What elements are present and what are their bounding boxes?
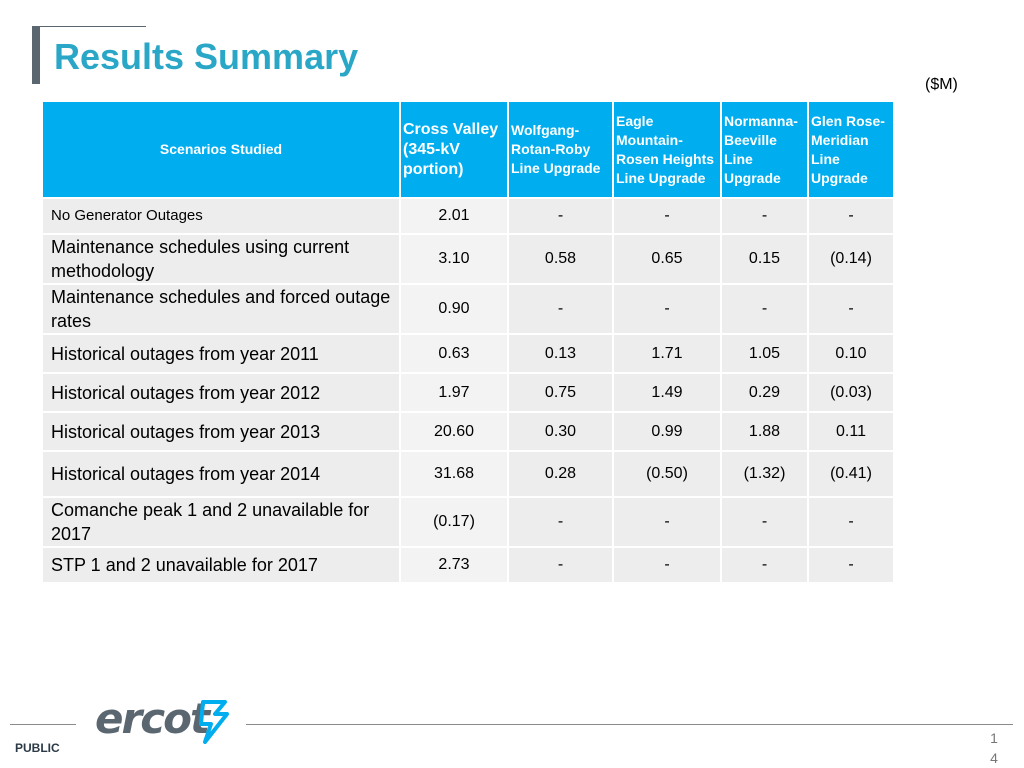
table-cell: 0.99 bbox=[613, 411, 722, 451]
column-header-eagle-mountain: Eagle Mountain-Rosen Heights Line Upgrad… bbox=[613, 102, 722, 198]
table-cell: - bbox=[721, 496, 809, 547]
table-row: STP 1 and 2 unavailable for 2017 2.73 - … bbox=[43, 546, 895, 582]
table-row: Historical outages from year 2014 31.68 … bbox=[43, 450, 895, 497]
table-cell: - bbox=[613, 546, 722, 582]
row-label: STP 1 and 2 unavailable for 2017 bbox=[43, 546, 401, 582]
table-cell: 0.13 bbox=[508, 333, 614, 373]
table-cell: 0.29 bbox=[721, 372, 809, 412]
table-cell: - bbox=[508, 283, 614, 334]
table-cell: 1.71 bbox=[613, 333, 722, 373]
table-cell: 2.73 bbox=[400, 546, 509, 582]
table-cell: (1.32) bbox=[721, 450, 809, 497]
table-cell: - bbox=[613, 283, 722, 334]
row-label: Historical outages from year 2011 bbox=[43, 333, 401, 373]
table-cell: - bbox=[613, 197, 722, 234]
page-title: Results Summary bbox=[54, 36, 359, 77]
page-number: 14 bbox=[990, 730, 998, 766]
table-cell: 20.60 bbox=[400, 411, 509, 451]
results-table: Scenarios Studied Cross Valley (345-kV p… bbox=[43, 102, 895, 582]
column-header-cross-valley: Cross Valley (345-kV portion) bbox=[400, 102, 509, 198]
row-label: Comanche peak 1 and 2 unavailable for 20… bbox=[43, 496, 401, 547]
footer-divider-right bbox=[246, 724, 1013, 725]
table-cell: 31.68 bbox=[400, 450, 509, 497]
table-row: Historical outages from year 2011 0.63 0… bbox=[43, 333, 895, 373]
table-cell: - bbox=[808, 197, 895, 234]
unit-label: ($M) bbox=[925, 76, 958, 93]
title-accent-line bbox=[40, 26, 146, 27]
table-cell: 1.97 bbox=[400, 372, 509, 412]
row-label: No Generator Outages bbox=[43, 197, 401, 234]
column-header-normanna: Normanna-Beeville Line Upgrade bbox=[721, 102, 809, 198]
table-cell: - bbox=[508, 197, 614, 234]
table-cell: 2.01 bbox=[400, 197, 509, 234]
table-cell: (0.03) bbox=[808, 372, 895, 412]
table-row: Maintenance schedules using current meth… bbox=[43, 233, 895, 284]
column-header-wolfgang: Wolfgang-Rotan-Roby Line Upgrade bbox=[508, 102, 614, 198]
row-label: Maintenance schedules and forced outage … bbox=[43, 283, 401, 334]
table-cell: - bbox=[721, 197, 809, 234]
table-cell: 0.75 bbox=[508, 372, 614, 412]
column-header-scenarios: Scenarios Studied bbox=[43, 102, 401, 198]
table-cell: 0.65 bbox=[613, 233, 722, 284]
table-cell: (0.17) bbox=[400, 496, 509, 547]
row-label: Maintenance schedules using current meth… bbox=[43, 233, 401, 284]
table-cell: 0.58 bbox=[508, 233, 614, 284]
table-cell: 1.88 bbox=[721, 411, 809, 451]
table-cell: 0.30 bbox=[508, 411, 614, 451]
table-cell: 3.10 bbox=[400, 233, 509, 284]
lightning-icon bbox=[199, 700, 229, 744]
table-row: Historical outages from year 2012 1.97 0… bbox=[43, 372, 895, 412]
table-cell: - bbox=[808, 283, 895, 334]
table-cell: 1.05 bbox=[721, 333, 809, 373]
column-header-glen-rose: Glen Rose-Meridian Line Upgrade bbox=[808, 102, 895, 198]
table-cell: - bbox=[508, 546, 614, 582]
table-cell: 0.90 bbox=[400, 283, 509, 334]
table-cell: - bbox=[808, 546, 895, 582]
table-cell: 0.11 bbox=[808, 411, 895, 451]
table-cell: (0.41) bbox=[808, 450, 895, 497]
table-cell: 0.15 bbox=[721, 233, 809, 284]
table-cell: - bbox=[721, 283, 809, 334]
table-row: No Generator Outages 2.01 - - - - bbox=[43, 197, 895, 234]
table-cell: 0.28 bbox=[508, 450, 614, 497]
table-cell: 0.63 bbox=[400, 333, 509, 373]
table-cell: (0.14) bbox=[808, 233, 895, 284]
row-label: Historical outages from year 2013 bbox=[43, 411, 401, 451]
title-accent-bar bbox=[32, 26, 40, 84]
table-cell: 0.10 bbox=[808, 333, 895, 373]
table-header-row: Scenarios Studied Cross Valley (345-kV p… bbox=[43, 102, 895, 198]
table-row: Historical outages from year 2013 20.60 … bbox=[43, 411, 895, 451]
ercot-logo: ercot bbox=[95, 694, 230, 750]
table-cell: - bbox=[508, 496, 614, 547]
footer-divider-left bbox=[10, 724, 76, 725]
table-cell: - bbox=[808, 496, 895, 547]
table-row: Maintenance schedules and forced outage … bbox=[43, 283, 895, 334]
logo-wordmark: ercot bbox=[95, 694, 210, 743]
row-label: Historical outages from year 2012 bbox=[43, 372, 401, 412]
row-label: Historical outages from year 2014 bbox=[43, 450, 401, 497]
table-cell: - bbox=[613, 496, 722, 547]
table-cell: (0.50) bbox=[613, 450, 722, 497]
table-cell: 1.49 bbox=[613, 372, 722, 412]
table-row: Comanche peak 1 and 2 unavailable for 20… bbox=[43, 496, 895, 547]
classification-label: PUBLIC bbox=[15, 741, 60, 755]
table-cell: - bbox=[721, 546, 809, 582]
